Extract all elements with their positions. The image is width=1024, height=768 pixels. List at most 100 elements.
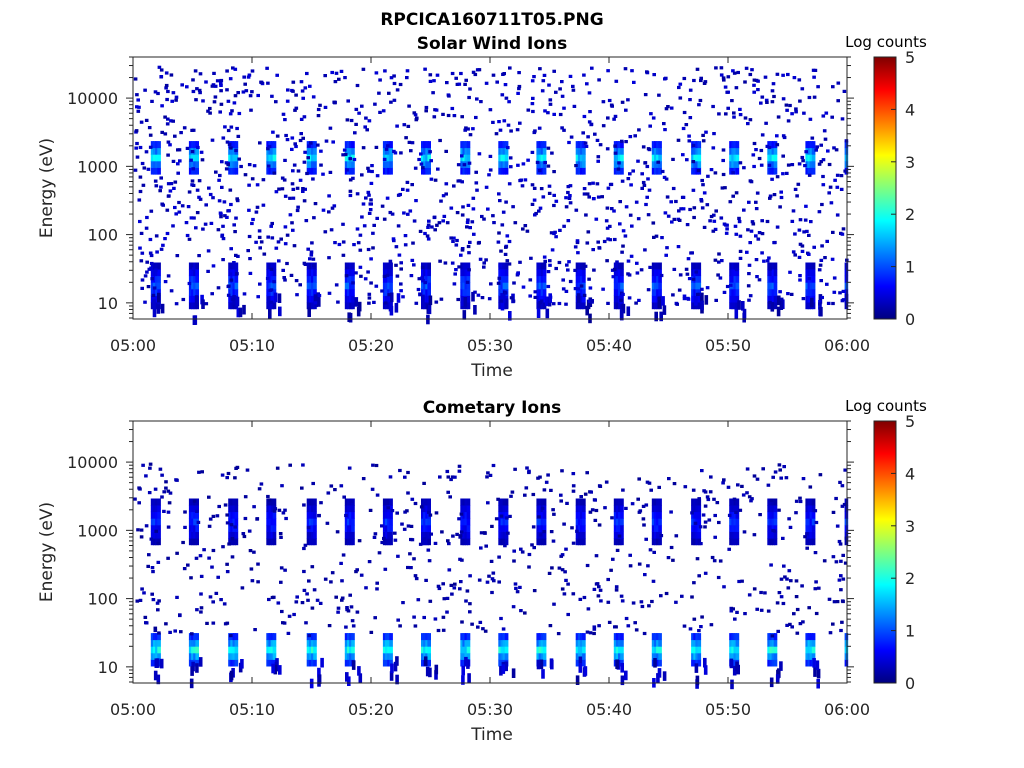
heatmap-cell	[634, 301, 638, 305]
heatmap-cell	[767, 262, 771, 270]
heatmap-cell	[308, 282, 313, 290]
heatmap-cell	[476, 293, 481, 297]
heatmap-cell	[461, 205, 465, 209]
heatmap-cell	[389, 659, 393, 667]
heatmap-cell	[462, 167, 466, 175]
heatmap-cell	[592, 627, 597, 631]
heatmap-cell	[234, 505, 239, 513]
heatmap-cell	[298, 283, 302, 287]
heatmap-cell	[502, 505, 507, 513]
heatmap-cell	[476, 241, 481, 245]
heatmap-cell	[255, 205, 260, 209]
heatmap-cell	[530, 543, 534, 547]
heatmap-cell	[385, 524, 389, 532]
heatmap-cell	[230, 652, 234, 660]
heatmap-cell	[581, 266, 586, 270]
heatmap-cell	[779, 595, 784, 599]
heatmap-cell	[329, 484, 334, 488]
heatmap-cell	[615, 269, 620, 277]
heatmap-cell	[288, 196, 292, 200]
heatmap-cell	[290, 136, 295, 140]
heatmap-cell	[389, 100, 393, 104]
heatmap-cell	[560, 80, 564, 84]
heatmap-cell	[150, 633, 155, 641]
heatmap-cell	[593, 518, 598, 522]
heatmap-cell	[423, 231, 427, 236]
heatmap-cell	[351, 288, 355, 296]
heatmap-cell	[542, 255, 547, 259]
heatmap-cell	[809, 141, 814, 149]
heatmap-cell	[272, 147, 277, 155]
heatmap-cell	[615, 141, 620, 149]
heatmap-cell	[776, 629, 780, 633]
heatmap-cell	[188, 141, 193, 149]
heatmap-cell	[620, 505, 624, 513]
heatmap-cell	[475, 97, 479, 101]
heatmap-cell	[157, 167, 161, 175]
heatmap-cell	[614, 585, 619, 589]
heatmap-cell	[693, 646, 697, 654]
heatmap-cell	[155, 633, 159, 641]
heatmap-cell	[574, 164, 578, 168]
heatmap-cell	[542, 147, 547, 155]
heatmap-cell	[782, 465, 786, 469]
heatmap-cell	[462, 498, 466, 506]
heatmap-cell	[382, 288, 387, 296]
heatmap-cell	[164, 83, 169, 88]
heatmap-cell	[789, 579, 793, 583]
heatmap-cell	[150, 147, 155, 155]
heatmap-cell	[306, 598, 310, 602]
heatmap-cell	[791, 209, 796, 213]
heatmap-cell	[382, 524, 387, 532]
heatmap-cell	[548, 624, 553, 628]
heatmap-cell	[427, 160, 431, 168]
heatmap-cell	[548, 98, 553, 102]
heatmap-cell	[180, 83, 184, 87]
heatmap-cell	[389, 633, 393, 641]
heatmap-cell	[786, 292, 790, 296]
heatmap-cell	[268, 269, 272, 277]
colorbar-tick-label: 5	[905, 412, 915, 431]
heatmap-cell	[313, 275, 317, 283]
heatmap-cell	[232, 167, 237, 175]
heatmap-cell	[691, 154, 695, 162]
heatmap-cell	[729, 639, 733, 647]
heatmap-cell	[527, 469, 531, 473]
heatmap-cell	[691, 288, 695, 296]
heatmap-cell	[580, 511, 584, 519]
heatmap-cell	[298, 138, 303, 143]
heatmap-cell	[540, 652, 545, 660]
heatmap-cell	[539, 659, 544, 670]
heatmap-cell	[421, 154, 425, 162]
heatmap-cell	[577, 531, 582, 539]
heatmap-cell	[805, 532, 809, 536]
heatmap-cell	[441, 582, 445, 586]
heatmap-cell	[460, 167, 464, 175]
heatmap-cell	[496, 497, 500, 501]
colorbar-tick-label: 2	[905, 569, 915, 588]
heatmap-cell	[219, 78, 224, 83]
heatmap-cell	[520, 550, 525, 554]
heatmap-cell	[529, 256, 533, 260]
heatmap-cell	[737, 579, 741, 584]
colorbar-tick-label: 4	[905, 464, 915, 483]
heatmap-cell	[399, 151, 403, 155]
heatmap-cell	[186, 563, 190, 567]
heatmap-cell	[756, 79, 760, 83]
heatmap-cell	[807, 160, 812, 168]
heatmap-cell	[191, 167, 195, 175]
heatmap-cell	[805, 262, 809, 270]
heatmap-cell	[143, 274, 148, 278]
heatmap-cell	[656, 282, 660, 290]
heatmap-cell	[347, 639, 351, 647]
heatmap-cell	[191, 275, 195, 283]
heatmap-cell	[654, 288, 658, 296]
heatmap-cell	[266, 269, 270, 277]
heatmap-cell	[378, 110, 382, 114]
heatmap-cell	[708, 490, 713, 494]
heatmap-cell	[191, 167, 195, 171]
heatmap-cell	[540, 269, 545, 277]
heatmap-cell	[464, 599, 468, 603]
heatmap-cell	[148, 237, 153, 242]
heatmap-cell	[255, 183, 260, 187]
